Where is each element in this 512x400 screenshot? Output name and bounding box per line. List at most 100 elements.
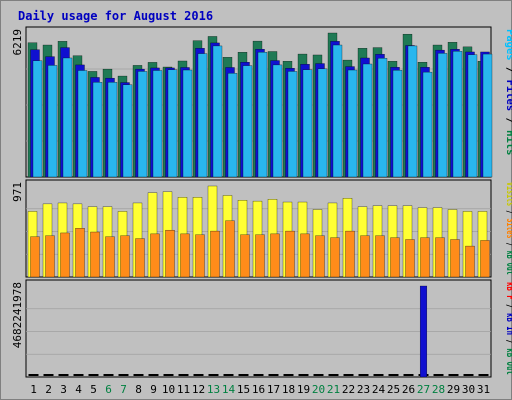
bar-sites-day-25 <box>390 237 400 278</box>
bar-pages-day-21 <box>332 44 343 178</box>
day-label: 4 <box>75 383 82 396</box>
bar-sites-day-30 <box>465 245 475 278</box>
legend-entry: Hits <box>504 130 512 155</box>
bar-sites-day-4 <box>75 228 85 278</box>
day-label: 28 <box>432 383 445 396</box>
bar-pages-day-5 <box>92 82 103 178</box>
bar-pages-day-29 <box>452 51 463 178</box>
day-label: 30 <box>462 383 475 396</box>
hits-panel: 6219 Pages / Files / Hits <box>11 26 512 178</box>
bar-pages-day-2 <box>47 65 58 178</box>
bar-sites-day-11 <box>180 233 190 278</box>
bar-pages-day-20 <box>317 68 328 178</box>
baseline-tick <box>328 374 339 376</box>
bar-sites-day-17 <box>270 233 280 278</box>
day-label: 22 <box>342 383 355 396</box>
legend-entry: / <box>503 239 512 251</box>
x-axis-day-labels: 1 2 3 4 5 6 7 8 9 10 11 12 13 14 15 16 17 18 19 20 21 22 23 24 2… <box>30 383 490 396</box>
legend-entry: / <box>504 300 512 313</box>
day-label: 14 <box>222 383 236 396</box>
bar-pages-day-6 <box>107 82 118 178</box>
bar-sites-day-31 <box>480 240 490 278</box>
day-label: 21 <box>327 383 340 396</box>
day-label: 6 <box>105 383 112 396</box>
chart-panels: 6219 Pages / Files / Hits 971 Visits / Site… <box>11 26 512 378</box>
baseline-tick <box>313 374 324 376</box>
baseline-tick <box>28 374 39 376</box>
baseline-tick <box>373 374 384 376</box>
baseline-tick <box>343 374 354 376</box>
day-label: 9 <box>150 383 157 396</box>
bar-sites-day-15 <box>240 234 250 278</box>
baseline-tick <box>403 374 414 376</box>
baseline-tick <box>478 374 489 376</box>
day-label: 10 <box>162 383 175 396</box>
bar-sites-day-18 <box>285 230 295 278</box>
baseline-tick <box>103 374 114 376</box>
bar-sites-day-19 <box>300 233 310 278</box>
day-label: 7 <box>120 383 127 396</box>
bar-sites-day-28 <box>435 237 445 278</box>
bar-sites-day-2 <box>45 235 55 278</box>
bar-sites-day-22 <box>345 230 355 278</box>
bar-sites-day-16 <box>255 234 265 278</box>
bar-pages-day-4 <box>77 70 88 178</box>
bar-pages-day-11 <box>182 69 193 178</box>
bar-pages-day-23 <box>362 63 373 178</box>
bar-pages-day-27 <box>422 71 433 178</box>
baseline-tick <box>388 374 399 376</box>
legend-entry: / <box>504 111 512 130</box>
day-label: 15 <box>237 383 250 396</box>
baseline-tick <box>178 374 189 376</box>
visits-panel-legend: Visits / Sites / kB Out <box>503 182 512 275</box>
legend-entry: Visits <box>503 182 512 206</box>
day-label: 23 <box>357 383 370 396</box>
bar-sites-day-27 <box>420 237 430 278</box>
visits-panel-max-label: 971 <box>11 182 24 202</box>
day-label: 11 <box>177 383 190 396</box>
bar-pages-day-16 <box>257 52 268 178</box>
bar-pages-day-25 <box>392 70 403 178</box>
day-label: 26 <box>402 383 415 396</box>
baseline-tick <box>73 374 84 376</box>
day-label: 24 <box>372 383 386 396</box>
baseline-tick <box>298 374 309 376</box>
bar-pages-day-9 <box>152 70 163 178</box>
baseline-tick <box>433 374 444 376</box>
bar-sites-day-1 <box>30 236 40 278</box>
bar-sites-day-7 <box>120 235 130 278</box>
legend-entry: kB Out <box>504 348 512 375</box>
bar-sites-day-23 <box>360 235 370 278</box>
day-label: 16 <box>252 383 265 396</box>
day-label: 17 <box>267 383 280 396</box>
legend-entry: Pages <box>504 29 512 61</box>
legend-entry: kB Out <box>503 251 512 275</box>
kb-panel-max-label: 4682241978 <box>11 282 24 348</box>
bar-pages-day-7 <box>122 84 133 178</box>
kb-panel: 4682241978 kB F / kB In / kB Out <box>11 279 512 378</box>
baseline-tick <box>133 374 144 376</box>
bar-sites-day-14 <box>225 220 235 278</box>
bar-sites-day-9 <box>150 233 160 278</box>
baseline-tick <box>193 374 204 376</box>
day-label: 20 <box>312 383 325 396</box>
bar-pages-day-24 <box>377 58 388 178</box>
day-label: 5 <box>90 383 97 396</box>
chart-title: Daily usage for August 2016 <box>18 9 213 23</box>
baseline-tick <box>463 374 474 376</box>
day-label: 27 <box>417 383 430 396</box>
baseline-tick <box>238 374 249 376</box>
day-label: 13 <box>207 383 220 396</box>
bar-sites-day-29 <box>450 239 460 278</box>
hits-panel-max-label: 6219 <box>11 29 24 56</box>
baseline-tick <box>148 374 159 376</box>
bar-pages-day-8 <box>137 71 148 178</box>
bar-pages-day-1 <box>32 60 43 178</box>
kb-panel-plot-area <box>25 279 492 378</box>
legend-entry: / <box>504 61 512 80</box>
day-label: 25 <box>387 383 400 396</box>
hits-panel-legend: Pages / Files / Hits <box>504 29 512 155</box>
baseline-tick <box>358 374 369 376</box>
kb-panel-legend: kB F / kB In / kB Out <box>504 282 512 375</box>
